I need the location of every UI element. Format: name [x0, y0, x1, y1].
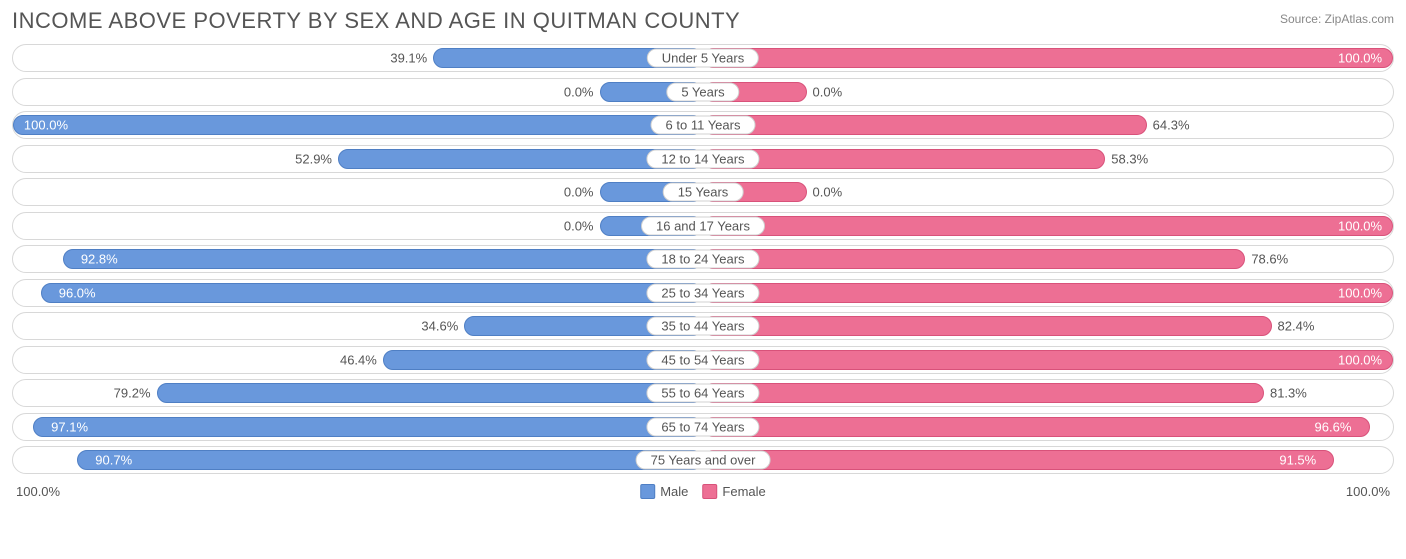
chart-row: 46.4% 100.0% 45 to 54 Years	[12, 346, 1394, 374]
category-label: 6 to 11 Years	[651, 116, 756, 135]
legend-male: Male	[640, 484, 688, 499]
category-label: 18 to 24 Years	[646, 250, 759, 269]
female-value: 100.0%	[1338, 352, 1382, 367]
chart-row: 96.0% 100.0% 25 to 34 Years	[12, 279, 1394, 307]
chart-source: Source: ZipAtlas.com	[1280, 8, 1394, 26]
male-value: 0.0%	[564, 84, 594, 99]
category-label: 65 to 74 Years	[646, 417, 759, 436]
chart-row: 92.8% 78.6% 18 to 24 Years	[12, 245, 1394, 273]
female-bar	[703, 450, 1334, 470]
male-bar	[33, 417, 703, 437]
legend: Male Female	[640, 484, 766, 499]
male-value: 46.4%	[340, 352, 377, 367]
female-value: 0.0%	[813, 185, 843, 200]
female-value: 100.0%	[1338, 285, 1382, 300]
female-value: 91.5%	[1279, 453, 1316, 468]
male-bar	[63, 249, 703, 269]
female-swatch	[702, 484, 717, 499]
female-value: 82.4%	[1278, 319, 1315, 334]
female-bar	[703, 417, 1370, 437]
male-value: 39.1%	[390, 51, 427, 66]
female-bar	[703, 350, 1393, 370]
category-label: 35 to 44 Years	[646, 317, 759, 336]
chart-footer: 100.0% Male Female 100.0%	[12, 480, 1394, 504]
male-value: 79.2%	[114, 386, 151, 401]
category-label: 12 to 14 Years	[646, 149, 759, 168]
female-bar	[703, 48, 1393, 68]
male-value: 0.0%	[564, 185, 594, 200]
male-value: 97.1%	[51, 419, 88, 434]
male-bar	[13, 115, 703, 135]
female-bar	[703, 383, 1264, 403]
category-label: Under 5 Years	[647, 49, 759, 68]
axis-label-right: 100.0%	[1346, 484, 1390, 499]
chart-row: 79.2% 81.3% 55 to 64 Years	[12, 379, 1394, 407]
male-bar	[157, 383, 703, 403]
chart-row: 34.6% 82.4% 35 to 44 Years	[12, 312, 1394, 340]
male-value: 34.6%	[421, 319, 458, 334]
female-value: 100.0%	[1338, 51, 1382, 66]
category-label: 5 Years	[666, 82, 739, 101]
legend-male-label: Male	[660, 484, 688, 499]
male-swatch	[640, 484, 655, 499]
legend-female: Female	[702, 484, 765, 499]
female-bar	[703, 216, 1393, 236]
male-value: 96.0%	[59, 285, 96, 300]
chart-row: 0.0% 0.0% 15 Years	[12, 178, 1394, 206]
chart-area: 39.1% 100.0% Under 5 Years 0.0% 0.0% 5 Years 1…	[12, 44, 1394, 474]
chart-row: 52.9% 58.3% 12 to 14 Years	[12, 145, 1394, 173]
chart-row: 100.0% 64.3% 6 to 11 Years	[12, 111, 1394, 139]
axis-label-left: 100.0%	[16, 484, 60, 499]
category-label: 15 Years	[663, 183, 744, 202]
chart-title: INCOME ABOVE POVERTY BY SEX AND AGE IN Q…	[12, 8, 740, 34]
male-value: 52.9%	[295, 151, 332, 166]
female-value: 58.3%	[1111, 151, 1148, 166]
female-bar	[703, 249, 1245, 269]
male-value: 90.7%	[95, 453, 132, 468]
chart-header: INCOME ABOVE POVERTY BY SEX AND AGE IN Q…	[12, 8, 1394, 34]
female-value: 100.0%	[1338, 218, 1382, 233]
male-value: 0.0%	[564, 218, 594, 233]
male-bar	[41, 283, 703, 303]
female-value: 96.6%	[1315, 419, 1352, 434]
male-value: 92.8%	[81, 252, 118, 267]
female-bar	[703, 283, 1393, 303]
category-label: 16 and 17 Years	[641, 216, 765, 235]
category-label: 55 to 64 Years	[646, 384, 759, 403]
chart-row: 97.1% 96.6% 65 to 74 Years	[12, 413, 1394, 441]
chart-row: 0.0% 100.0% 16 and 17 Years	[12, 212, 1394, 240]
female-bar	[703, 149, 1105, 169]
female-value: 0.0%	[813, 84, 843, 99]
chart-row: 39.1% 100.0% Under 5 Years	[12, 44, 1394, 72]
female-bar	[703, 316, 1272, 336]
female-value: 81.3%	[1270, 386, 1307, 401]
category-label: 75 Years and over	[636, 451, 771, 470]
category-label: 25 to 34 Years	[646, 283, 759, 302]
chart-row: 90.7% 91.5% 75 Years and over	[12, 446, 1394, 474]
category-label: 45 to 54 Years	[646, 350, 759, 369]
male-value: 100.0%	[24, 118, 68, 133]
female-value: 78.6%	[1251, 252, 1288, 267]
male-bar	[77, 450, 703, 470]
female-value: 64.3%	[1153, 118, 1190, 133]
chart-row: 0.0% 0.0% 5 Years	[12, 78, 1394, 106]
female-bar	[703, 115, 1147, 135]
legend-female-label: Female	[722, 484, 765, 499]
